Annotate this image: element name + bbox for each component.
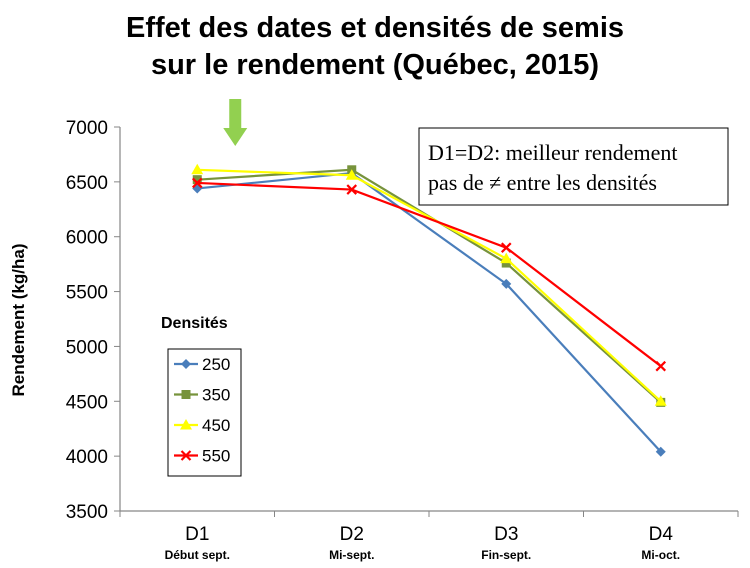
data-point <box>181 390 191 399</box>
y-tick-labels: 3500 4000 4500 5000 5500 6000 6500 7000 <box>66 118 108 523</box>
data-point <box>500 252 513 264</box>
legend-title: Densités <box>161 315 228 332</box>
annotation-line-1: D1=D2: meilleur rendement <box>428 140 677 165</box>
x-tick-label: D2 <box>340 524 364 545</box>
legend-item-250: 250 <box>174 355 230 374</box>
y-tick-label: 4500 <box>66 392 108 413</box>
highlight-arrow <box>223 99 248 146</box>
data-point <box>181 359 191 369</box>
data-point <box>500 242 512 253</box>
y-tick-label: 6000 <box>66 228 108 249</box>
y-tick-label: 4000 <box>66 447 108 468</box>
x-tick-sublabel: Mi-sept. <box>329 548 374 562</box>
data-point <box>346 184 358 195</box>
y-tick-label: 5000 <box>66 337 108 358</box>
x-tick-sublabel: Mi-oct. <box>641 548 680 562</box>
annotation-frame <box>418 127 729 206</box>
data-point <box>192 175 202 185</box>
x-tick-labels: D1 Début sept. D2 Mi-sept. D3 Fin-sept. D4 Mi-o… <box>165 524 681 562</box>
x-tick-label: D4 <box>649 524 674 545</box>
legend: Densités 250 350 450 550 <box>161 315 242 477</box>
data-point <box>180 450 192 461</box>
legend-item-550: 550 <box>174 447 230 466</box>
axes <box>114 126 739 517</box>
chart-title-line-2: sur le rendement (Québec, 2015) <box>150 49 600 81</box>
arrow-icon <box>223 99 248 146</box>
legend-label: 550 <box>202 447 230 466</box>
series-550 <box>191 177 667 372</box>
legend-label: 350 <box>202 386 230 405</box>
legend-label: 250 <box>202 355 230 374</box>
data-point <box>345 169 358 180</box>
data-point <box>191 177 203 189</box>
series-450 <box>191 163 667 406</box>
data-point <box>655 446 666 457</box>
series-line <box>197 168 662 403</box>
data-point <box>654 395 667 406</box>
annotation-box: D1=D2: meilleur rendement pas de ≠ entre… <box>418 127 729 206</box>
y-tick-label: 7000 <box>66 118 108 139</box>
y-tick-label: 3500 <box>66 502 108 523</box>
x-tick-sublabel: Début sept. <box>165 548 230 562</box>
y-tick-label: 5500 <box>66 283 108 304</box>
chart-title-line-1: Effet des dates et densités de semis <box>125 12 625 44</box>
x-tick-label: D3 <box>494 524 518 545</box>
data-point <box>191 163 204 175</box>
data-point <box>655 360 667 372</box>
series-250 <box>192 168 666 457</box>
x-tick-label: D1 <box>185 524 209 545</box>
y-axis-label: Rendement (kg/ha) <box>9 243 28 396</box>
data-point <box>180 419 192 430</box>
series-line <box>197 181 662 368</box>
x-tick-sublabel: Fin-sept. <box>481 548 531 562</box>
data-point <box>501 278 512 289</box>
y-tick-label: 6500 <box>66 173 108 194</box>
legend-item-350: 350 <box>174 386 230 405</box>
series-line <box>197 171 662 453</box>
chart-title: Effet des dates et densités de semis sur… <box>0 10 750 84</box>
legend-label: 450 <box>202 416 230 435</box>
legend-item-450: 450 <box>174 416 230 435</box>
series-lines <box>191 163 667 457</box>
annotation-line-2: pas de ≠ entre les densités <box>428 170 657 195</box>
